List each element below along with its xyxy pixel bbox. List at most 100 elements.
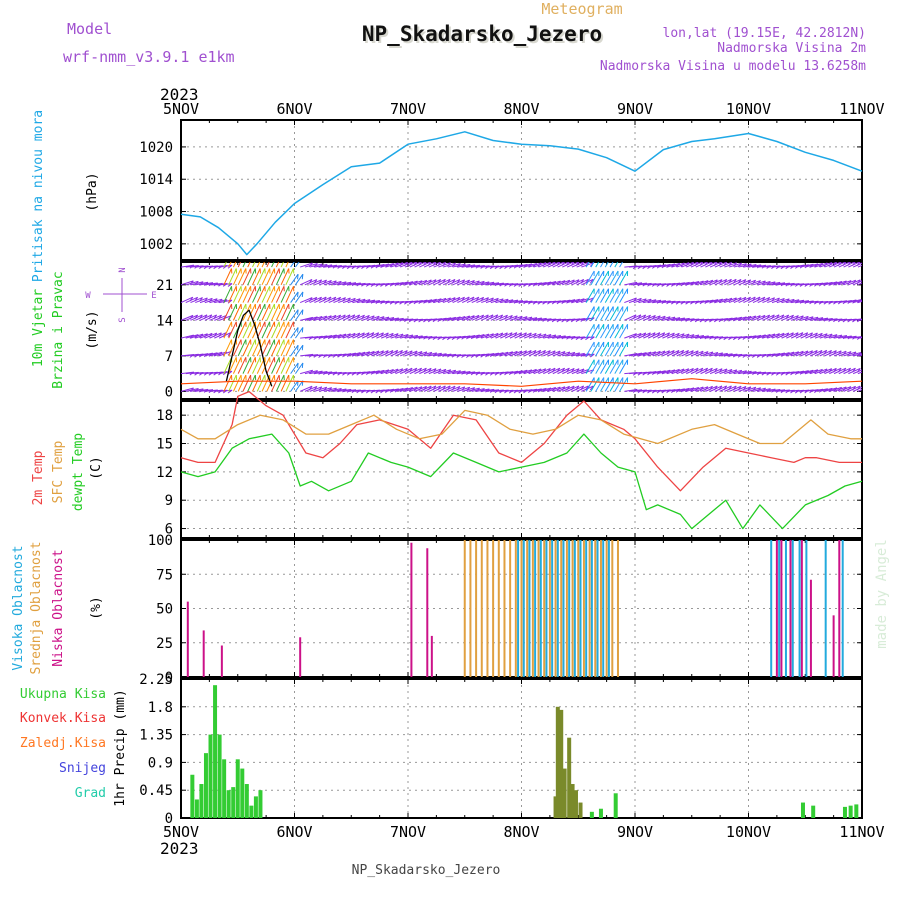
compass-north: N	[118, 267, 128, 272]
model-altitude: Nadmorska Visina u modelu 13.6258m	[600, 59, 866, 74]
wind-barb-head	[298, 363, 299, 368]
precip-bar	[563, 769, 567, 818]
precip-axis-label: 1hr Precip (mm)	[113, 689, 128, 806]
time-label-top: 9NOV	[617, 100, 653, 118]
precip-bar	[195, 799, 199, 818]
time-label-top: 8NOV	[503, 100, 539, 118]
wind-barb-head	[298, 310, 299, 315]
pressure-label: Pritisak na nivou mora	[31, 110, 46, 282]
subtitle: Meteogram	[541, 0, 622, 18]
precip-bar	[231, 787, 235, 818]
y-tick-label: 14	[156, 313, 173, 329]
time-label-top: 7NOV	[390, 100, 426, 118]
y-tick-label: 21	[156, 278, 173, 294]
cloud-unit: (%)	[89, 596, 104, 619]
time-label-top: 5NOV	[163, 100, 199, 118]
y-tick-label: 7	[165, 349, 173, 365]
precip-bar	[811, 806, 815, 818]
legend-total-rain: Ukupna Kisa	[20, 687, 106, 702]
y-tick-label: 1.35	[139, 728, 173, 744]
y-tick-label: 1008	[139, 205, 173, 221]
precip-bar	[245, 784, 249, 818]
time-label-bottom: 9NOV	[617, 823, 653, 841]
y-tick-label: 100	[148, 533, 173, 549]
cloud-high-label: Visoka Oblacnost	[11, 545, 26, 670]
wind-barb-head	[302, 345, 303, 350]
wind-barb-head	[298, 274, 299, 279]
time-label-bottom: 7NOV	[390, 823, 426, 841]
wind-barb-head	[302, 310, 303, 315]
year-bottom: 2023	[160, 839, 199, 858]
precip-bar	[559, 710, 563, 818]
footer-station: NP_Skadarsko_Jezero	[352, 863, 501, 878]
precip-bar	[254, 796, 258, 818]
time-label-top: 10NOV	[726, 100, 771, 118]
y-tick-label: 75	[156, 567, 173, 583]
y-tick-label: 2.25	[139, 672, 173, 688]
pressure-unit: (hPa)	[85, 172, 100, 211]
cloud-mid-label: Srednja Oblacnost	[29, 541, 44, 674]
precip-bar	[222, 759, 226, 818]
y-tick-label: 0	[165, 384, 173, 400]
temp2m-label: 2m Temp	[31, 450, 46, 505]
precip-bar	[209, 735, 213, 818]
precip-bar	[249, 806, 253, 818]
temp-unit: (C)	[89, 456, 104, 479]
wind-barb-head	[298, 327, 299, 332]
legend-graupel: Grad	[75, 786, 106, 801]
precip-bar	[258, 790, 262, 818]
cloud-low-label: Niska Oblacnost	[51, 549, 66, 666]
legend-frozen-rain: Zaledj.Kisa	[20, 736, 106, 751]
precip-bar	[240, 769, 244, 818]
y-tick-label: 25	[156, 636, 173, 652]
precip-bar	[567, 738, 571, 818]
compass-south: S	[118, 317, 128, 322]
y-tick-label: 50	[156, 602, 173, 618]
time-label-top: 6NOV	[276, 100, 312, 118]
wind-barb-head	[302, 327, 303, 332]
station-altitude: Nadmorska Visina 2m	[717, 41, 866, 56]
wind-unit: (m/s)	[85, 310, 100, 349]
precip-bar	[599, 809, 603, 818]
compass-west: W	[85, 291, 91, 301]
precip-bar	[556, 707, 560, 818]
legend-snow: Snijeg	[59, 761, 106, 776]
dewpt-label: dewpt Temp	[71, 433, 86, 511]
precip-bar	[204, 753, 208, 818]
wind-barb-head	[302, 274, 303, 279]
precip-bar	[854, 804, 858, 818]
wind-barb-head	[298, 292, 299, 297]
time-label-bottom: 6NOV	[276, 823, 312, 841]
wind-label: 10m Vjetar	[31, 289, 46, 367]
time-label-top: 11NOV	[839, 100, 884, 118]
precip-bar	[801, 803, 805, 818]
precip-bar	[571, 784, 575, 818]
wind-label-2: Brzina i Pravac	[51, 271, 66, 388]
y-tick-label: 12	[156, 465, 173, 481]
model-label: Model	[67, 20, 112, 38]
y-tick-label: 1020	[139, 140, 173, 156]
legend-conv-rain: Konvek.Kisa	[20, 711, 106, 726]
model-value: wrf-nmm_v3.9.1 e1km	[63, 48, 235, 66]
precip-bar	[574, 790, 578, 818]
y-tick-label: 18	[156, 408, 173, 424]
y-tick-label: 15	[156, 437, 173, 453]
y-tick-label: 0	[165, 811, 173, 827]
time-label-bottom: 10NOV	[726, 823, 771, 841]
y-tick-label: 9	[165, 493, 173, 509]
precip-bar	[579, 803, 583, 818]
precip-bar	[236, 759, 240, 818]
wind-barb-head	[298, 345, 299, 350]
precip-bar	[190, 775, 194, 818]
precip-bar	[199, 784, 203, 818]
precip-bar	[843, 807, 847, 818]
page-title: NP_Skadarsko_Jezero	[362, 22, 602, 46]
wind-barb-head	[302, 292, 303, 297]
wind-barb-head	[302, 363, 303, 368]
precip-bar	[590, 812, 594, 818]
time-label-bottom: 8NOV	[503, 823, 539, 841]
sfc-label: SFC Temp	[51, 441, 66, 504]
precip-bar	[218, 735, 222, 818]
